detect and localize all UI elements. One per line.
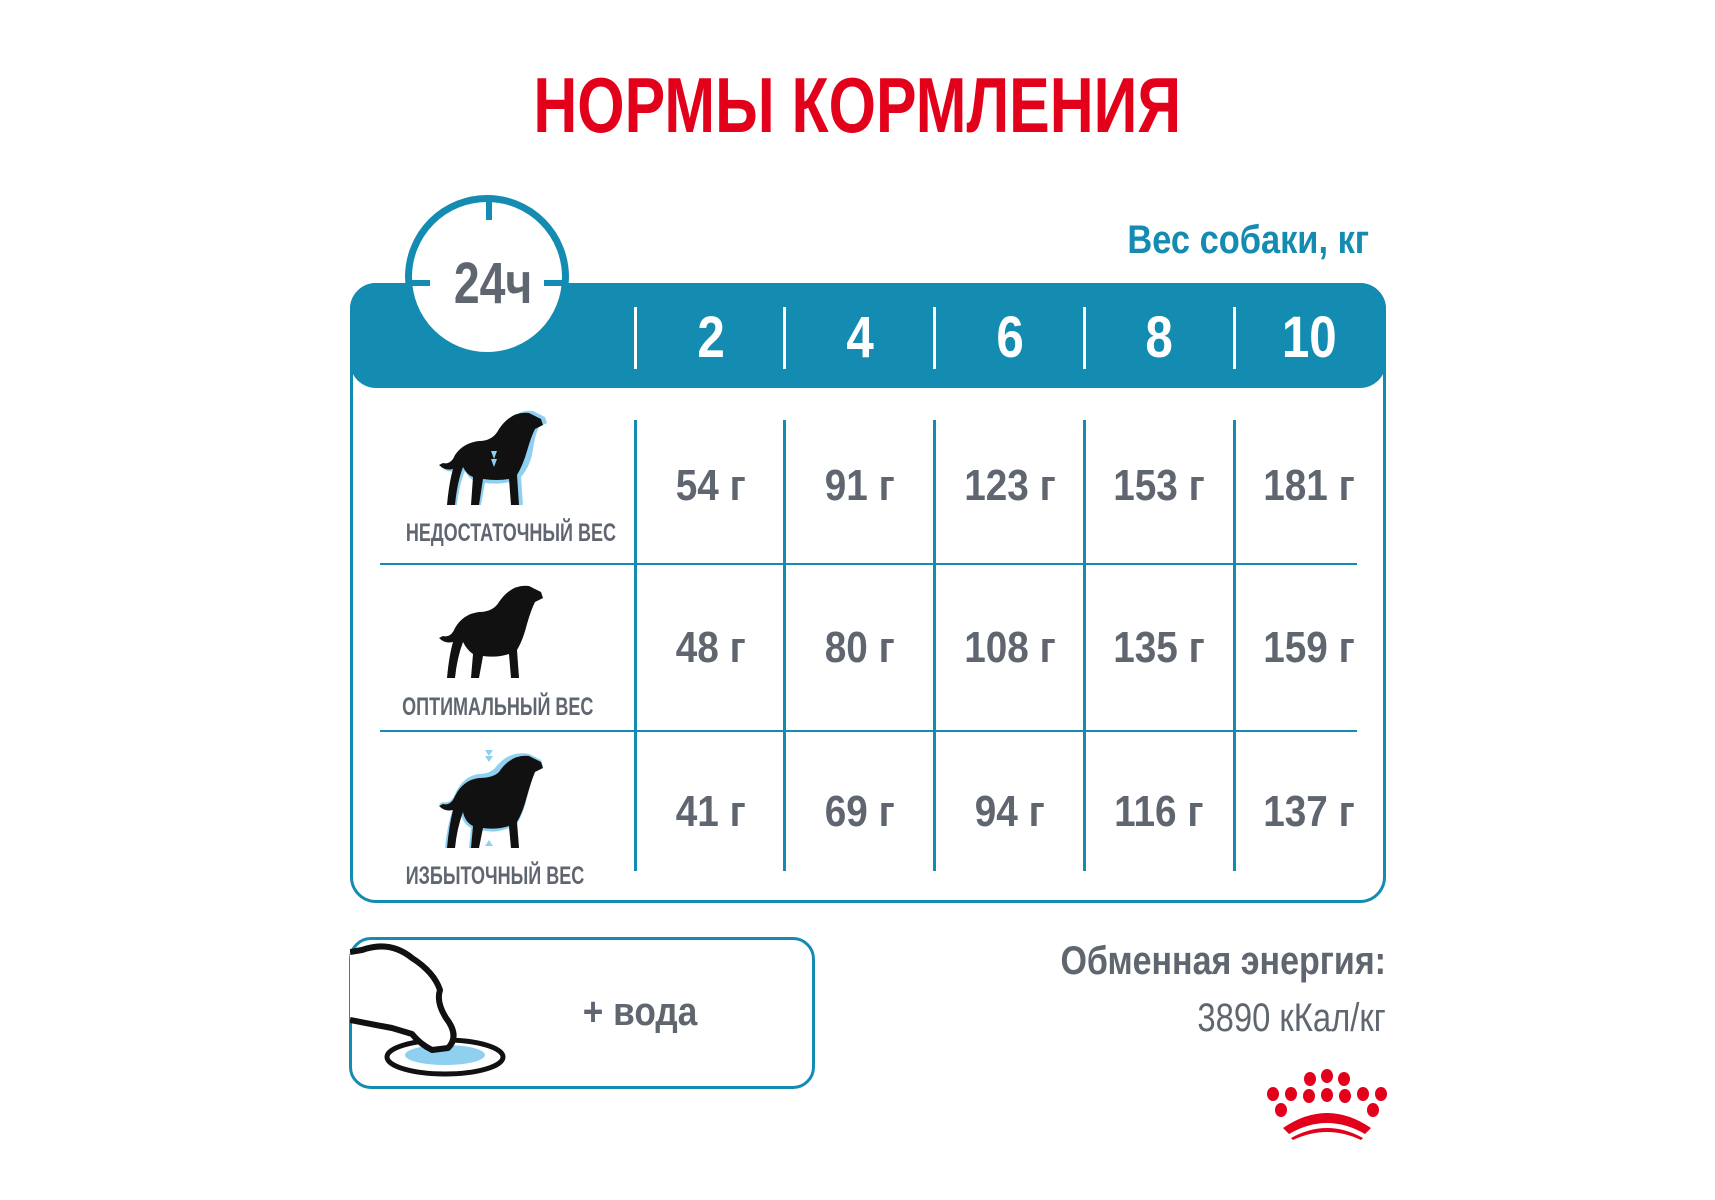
- header-separator: [783, 307, 786, 369]
- weight-header-8: 8: [1145, 305, 1173, 370]
- energy-value: 3890 кКал/кг: [1197, 996, 1386, 1040]
- clock-tick: [544, 280, 566, 286]
- cell-value: 123 г: [964, 461, 1056, 510]
- clock-tick: [486, 198, 492, 220]
- cell-value: 41 г: [676, 787, 746, 836]
- column-divider: [1233, 420, 1236, 871]
- header-separator: [634, 307, 637, 369]
- weight-header-2: 2: [697, 305, 725, 370]
- row-divider: [380, 563, 1357, 565]
- row-label-optimal: ОПТИМАЛЬНЫЙ ВЕС: [402, 693, 594, 721]
- cell-value: 94 г: [975, 787, 1045, 836]
- cell-value: 80 г: [825, 623, 895, 672]
- cell-value: 153 г: [1113, 461, 1205, 510]
- weight-header-4: 4: [846, 305, 874, 370]
- clock-tick: [408, 280, 430, 286]
- optimal-weight-dog-icon: [439, 585, 543, 678]
- dog-weight-caption: Вес собаки, кг: [1127, 218, 1369, 262]
- weight-header-6: 6: [996, 305, 1024, 370]
- overweight-dog-icon: [439, 750, 543, 848]
- row-label-overweight: ИЗБЫТОЧНЫЙ ВЕС: [405, 862, 585, 890]
- header-separator: [1083, 307, 1086, 369]
- cell-value: 108 г: [964, 623, 1056, 672]
- cell-value: 69 г: [825, 787, 895, 836]
- column-divider: [933, 420, 936, 871]
- column-divider: [783, 420, 786, 871]
- dog-drinking-bowl-icon: [350, 943, 506, 1077]
- header-separator: [933, 307, 936, 369]
- row-label-underweight: НЕДОСТАТОЧНЫЙ ВЕС: [405, 519, 616, 547]
- cell-value: 116 г: [1114, 787, 1204, 836]
- weight-header-10: 10: [1281, 305, 1337, 370]
- cell-value: 159 г: [1263, 623, 1355, 672]
- underweight-dog-icon: [439, 410, 547, 505]
- page-title: НОРМЫ КОРМЛЕНИЯ: [533, 61, 1182, 149]
- royal-canin-crown-logo: [1267, 1069, 1387, 1140]
- cell-value: 48 г: [676, 623, 746, 672]
- cell-value: 54 г: [676, 461, 746, 510]
- cell-value: 181 г: [1263, 461, 1355, 510]
- cell-value: 91 г: [825, 461, 895, 510]
- cell-value: 135 г: [1113, 623, 1205, 672]
- period-label: 24ч: [420, 252, 566, 316]
- energy-title: Обменная энергия:: [1060, 939, 1386, 983]
- column-divider: [634, 420, 637, 871]
- header-separator: [1233, 307, 1236, 369]
- water-label: + вода: [582, 990, 698, 1034]
- column-divider: [1083, 420, 1086, 871]
- cell-value: 137 г: [1263, 787, 1355, 836]
- row-divider: [380, 730, 1357, 732]
